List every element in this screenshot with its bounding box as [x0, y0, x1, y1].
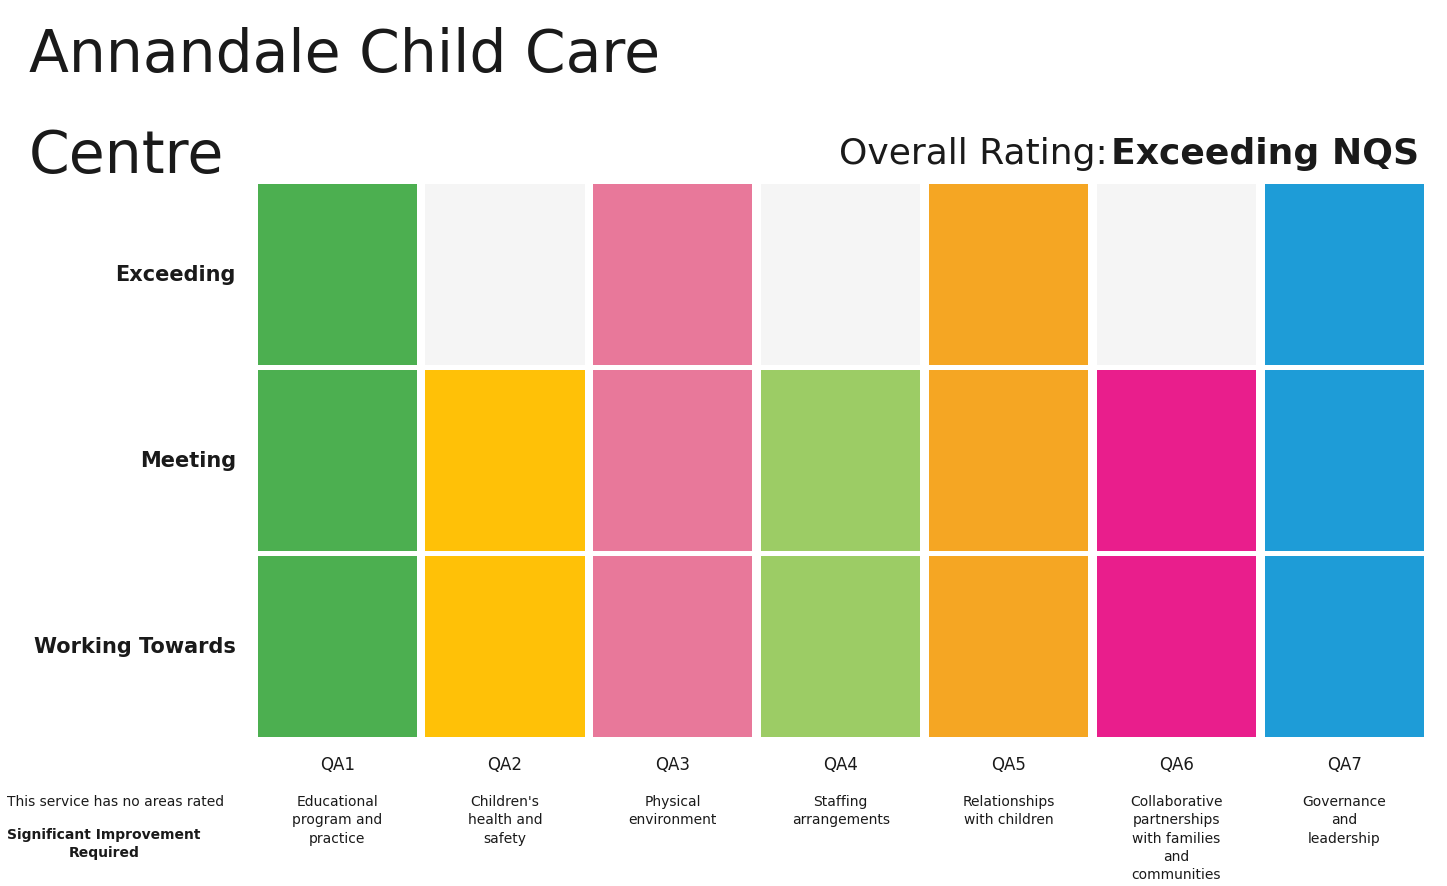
Text: Children's
health and
safety: Children's health and safety — [467, 795, 543, 845]
Text: Educational
program and
practice: Educational program and practice — [292, 795, 382, 845]
Bar — [258, 556, 417, 737]
Bar — [425, 370, 585, 551]
Bar — [593, 556, 752, 737]
Text: QA1: QA1 — [320, 756, 355, 773]
Bar — [1097, 184, 1256, 365]
Bar — [1097, 556, 1256, 737]
Bar — [593, 184, 752, 365]
Bar — [1265, 370, 1424, 551]
Bar — [425, 184, 585, 365]
Bar — [258, 370, 417, 551]
Text: Overall Rating:: Overall Rating: — [839, 137, 1120, 171]
Bar — [258, 184, 417, 365]
Bar — [593, 370, 752, 551]
Text: This service has no areas rated: This service has no areas rated — [7, 795, 224, 809]
Bar — [425, 556, 585, 737]
Text: Annandale Child Care: Annandale Child Care — [29, 27, 660, 83]
Text: Significant Improvement
Required: Significant Improvement Required — [7, 828, 201, 859]
Bar — [929, 556, 1088, 737]
Bar — [761, 370, 920, 551]
Text: Exceeding: Exceeding — [116, 265, 236, 284]
Text: Governance
and
leadership: Governance and leadership — [1302, 795, 1386, 845]
Text: Meeting: Meeting — [140, 451, 236, 470]
Text: Working Towards: Working Towards — [33, 637, 236, 657]
Bar — [1097, 370, 1256, 551]
Text: QA7: QA7 — [1327, 756, 1362, 773]
Text: Staffing
arrangements: Staffing arrangements — [792, 795, 890, 828]
Bar — [761, 184, 920, 365]
Text: QA4: QA4 — [823, 756, 858, 773]
Text: QA3: QA3 — [655, 756, 690, 773]
Text: QA2: QA2 — [488, 756, 522, 773]
Text: Physical
environment: Physical environment — [628, 795, 718, 828]
Bar — [1265, 556, 1424, 737]
Text: Relationships
with children: Relationships with children — [962, 795, 1055, 828]
Bar — [929, 370, 1088, 551]
Bar — [1265, 184, 1424, 365]
Bar — [929, 184, 1088, 365]
Text: Centre: Centre — [29, 128, 224, 185]
Text: QA6: QA6 — [1159, 756, 1194, 773]
Bar — [761, 556, 920, 737]
Text: Exceeding NQS: Exceeding NQS — [1111, 137, 1420, 171]
Text: Collaborative
partnerships
with families
and
communities: Collaborative partnerships with families… — [1130, 795, 1223, 882]
Text: QA5: QA5 — [991, 756, 1026, 773]
